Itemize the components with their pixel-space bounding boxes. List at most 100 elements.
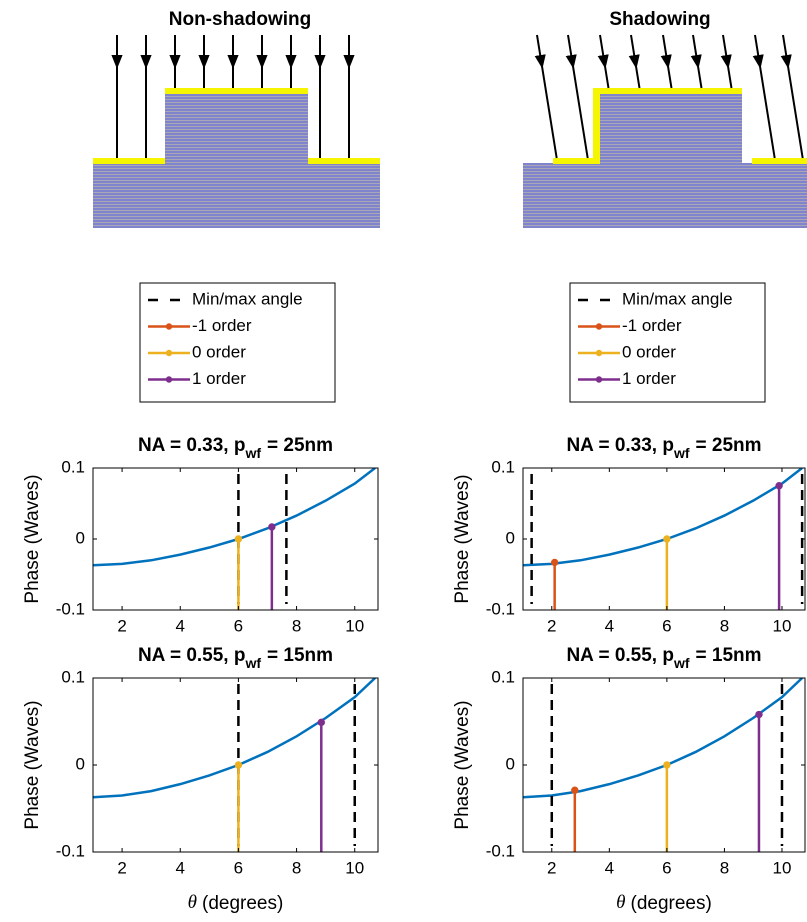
- title-subscript: wf: [673, 655, 690, 671]
- x-tick-label: 2: [117, 616, 126, 635]
- title-subscript: wf: [244, 445, 261, 461]
- stem-marker: [775, 482, 783, 490]
- x-tick-label: 10: [345, 616, 364, 635]
- x-tick-label: 8: [720, 858, 729, 877]
- y-axis-label: Phase (Waves): [452, 700, 473, 829]
- legend-label: 0 order: [622, 342, 676, 361]
- x-tick-label: 6: [662, 858, 671, 877]
- x-tick-label: 4: [176, 616, 185, 635]
- title-suffix: = 15nm: [696, 645, 762, 666]
- y-tick-label: -0.1: [56, 841, 85, 860]
- arrow: [786, 59, 804, 159]
- arrow: [780, 34, 792, 69]
- legend-marker: [165, 323, 173, 330]
- legend-label: Min/max angle: [192, 289, 303, 308]
- arrow: [720, 34, 732, 69]
- stem-marker: [268, 523, 276, 531]
- legend-marker: [595, 323, 603, 330]
- x-tick-label: 10: [773, 858, 792, 877]
- y-tick-label: 0.1: [491, 667, 515, 686]
- x-tick-label: 10: [773, 616, 792, 635]
- y-axis-label: Phase (Waves): [22, 700, 43, 829]
- plot: [523, 468, 804, 610]
- legend-marker: [595, 349, 603, 357]
- title-subscript: wf: [244, 655, 261, 671]
- arrow: [540, 59, 558, 159]
- y-tick-label: 0: [76, 754, 85, 773]
- arrow: [666, 59, 673, 89]
- y-tick-label: -0.1: [486, 841, 515, 860]
- y-tick-label: 0: [506, 528, 515, 547]
- stem-marker: [234, 761, 243, 769]
- legend-box: [139, 282, 336, 403]
- plot: [93, 468, 376, 610]
- arrow: [565, 34, 577, 69]
- legend-marker: [165, 349, 173, 357]
- x-label-text: (degrees): [631, 893, 712, 914]
- arrow: [628, 34, 640, 69]
- title-text: NA = 0.33, p: [566, 435, 674, 456]
- axes-box: [522, 467, 806, 611]
- stem-marker: [550, 558, 559, 567]
- arrow: [752, 34, 764, 69]
- y-tick-label: 0.1: [61, 667, 85, 686]
- chart: NA = 0.55, pwf = 15nm Phase (Waves) θ (degre…: [452, 645, 806, 914]
- axes-box: [92, 467, 379, 611]
- arrow: [534, 34, 546, 69]
- legend-marker: [595, 376, 603, 383]
- arrow: [690, 34, 702, 69]
- legend-label: 1 order: [192, 369, 246, 388]
- stem-marker: [755, 710, 763, 719]
- arrow: [696, 59, 703, 89]
- title-text: NA = 0.55, p: [138, 645, 246, 666]
- y-tick-label: -0.1: [56, 599, 85, 618]
- legend-marker: [165, 376, 173, 383]
- x-tick-label: 4: [605, 616, 614, 635]
- legend-label: 0 order: [192, 342, 246, 361]
- x-axis-label: θ (degrees): [188, 892, 284, 914]
- x-tick-label: 10: [345, 858, 364, 877]
- stem-marker: [571, 786, 579, 794]
- stem-marker: [663, 535, 671, 543]
- y-axis-label: Phase (Waves): [452, 474, 473, 603]
- title-text: NA = 0.55, p: [566, 645, 674, 666]
- chart: NA = 0.33, pwf = 25nm Phase (Waves) -0.1 0 0.…: [452, 282, 806, 635]
- chart: NA = 0.55, pwf = 15nm Phase (Waves) θ (degre…: [22, 645, 379, 914]
- y-tick-label: -0.1: [486, 599, 515, 618]
- x-tick-label: 4: [176, 858, 185, 877]
- x-tick-label: 8: [292, 616, 301, 635]
- title-suffix: = 25nm: [267, 435, 333, 456]
- arrow: [660, 34, 672, 69]
- x-tick-label: 8: [292, 858, 301, 877]
- arrow: [758, 59, 776, 159]
- chart: NA = 0.33, pwf = 25nm Phase (Waves) -0.1 0 0.…: [22, 282, 379, 635]
- x-tick-label: 2: [547, 858, 556, 877]
- x-axis-label: θ (degrees): [616, 892, 712, 914]
- x-label-symbol: θ: [616, 892, 625, 913]
- legend-label: 1 order: [622, 369, 676, 388]
- x-label-symbol: θ: [188, 892, 197, 913]
- legend-label: Min/max angle: [622, 289, 733, 308]
- arrows: [111, 35, 355, 158]
- x-tick-label: 6: [662, 616, 671, 635]
- arrow: [634, 59, 641, 89]
- diagram-title: Non-shadowing: [169, 9, 311, 30]
- arrow: [603, 59, 610, 89]
- chart-title: NA = 0.33, pwf = 25nm: [138, 435, 333, 461]
- y-axis-label: Phase (Waves): [22, 474, 43, 603]
- x-tick-label: 6: [234, 616, 243, 635]
- diagram-shadowing: Shadowing: [523, 9, 807, 228]
- x-tick-label: 2: [547, 616, 556, 635]
- chart-title: NA = 0.33, pwf = 25nm: [566, 435, 761, 461]
- chart-title: NA = 0.55, pwf = 15nm: [566, 645, 761, 671]
- arrow: [726, 59, 733, 89]
- legend-label: -1 order: [192, 316, 252, 335]
- y-tick-label: 0.1: [61, 457, 85, 476]
- legend-box: [569, 282, 766, 403]
- y-tick-label: 0.1: [491, 457, 515, 476]
- axes-box: [92, 677, 379, 853]
- arrows: [534, 34, 804, 159]
- chart-title: NA = 0.55, pwf = 15nm: [138, 645, 333, 671]
- x-label-text: (degrees): [202, 893, 283, 914]
